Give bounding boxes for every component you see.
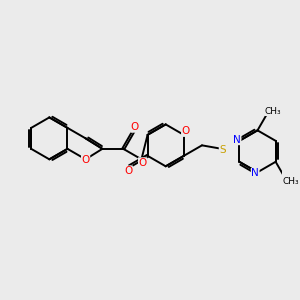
Text: O: O: [182, 126, 190, 136]
Text: N: N: [251, 168, 259, 178]
Text: O: O: [124, 166, 132, 176]
Text: O: O: [139, 158, 147, 168]
Text: N: N: [233, 135, 241, 145]
Text: CH₃: CH₃: [283, 177, 300, 186]
Text: CH₃: CH₃: [265, 106, 281, 116]
Text: S: S: [219, 145, 226, 155]
Text: O: O: [131, 122, 139, 132]
Text: O: O: [82, 155, 90, 166]
